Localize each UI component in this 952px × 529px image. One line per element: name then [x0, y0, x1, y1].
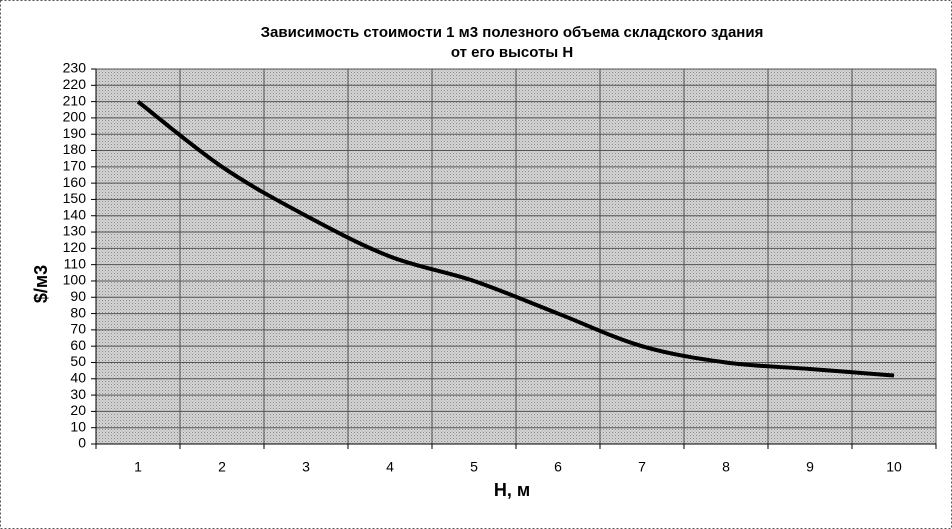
chart-title: от его высоты Н [451, 44, 573, 61]
y-tick-label: 10 [70, 418, 86, 434]
y-tick-label: 40 [70, 369, 86, 385]
y-tick-label: 230 [63, 60, 87, 76]
y-tick-label: 160 [63, 174, 87, 190]
y-tick-label: 130 [63, 223, 87, 239]
y-tick-label: 210 [63, 92, 87, 108]
y-tick-label: 80 [70, 304, 86, 320]
y-tick-label: 100 [63, 272, 87, 288]
x-tick-label: 2 [218, 459, 226, 475]
x-tick-label: 3 [302, 459, 310, 475]
y-tick-label: 20 [70, 402, 86, 418]
y-tick-label: 70 [70, 321, 86, 337]
y-tick-label: 90 [70, 288, 86, 304]
y-tick-label: 60 [70, 337, 86, 353]
y-tick-label: 150 [63, 190, 87, 206]
y-tick-label: 110 [64, 255, 87, 271]
y-tick-label: 50 [70, 353, 86, 369]
y-tick-label: 0 [78, 435, 86, 451]
x-tick-label: 5 [470, 459, 478, 475]
y-tick-label: 190 [63, 125, 87, 141]
y-tick-label: 30 [70, 386, 86, 402]
y-tick-label: 140 [63, 206, 87, 222]
x-tick-label: 9 [806, 459, 814, 475]
y-tick-label: 170 [63, 158, 87, 174]
x-tick-label: 8 [722, 459, 730, 475]
y-tick-label: 200 [63, 109, 87, 125]
chart-title: Зависимость стоимости 1 м3 полезного объ… [261, 24, 764, 41]
x-tick-label: 6 [554, 459, 562, 475]
y-axis-title: $/м3 [31, 265, 51, 303]
x-tick-label: 1 [134, 459, 142, 475]
x-tick-label: 7 [638, 459, 646, 475]
y-tick-label: 220 [63, 76, 87, 92]
line [136, 100, 895, 378]
x-tick-label: 10 [886, 459, 902, 475]
y-tick-label: 120 [63, 239, 87, 255]
y-tick-label: 180 [63, 141, 87, 157]
x-axis-title: Н, м [494, 480, 530, 500]
x-tick-label: 4 [386, 459, 394, 475]
